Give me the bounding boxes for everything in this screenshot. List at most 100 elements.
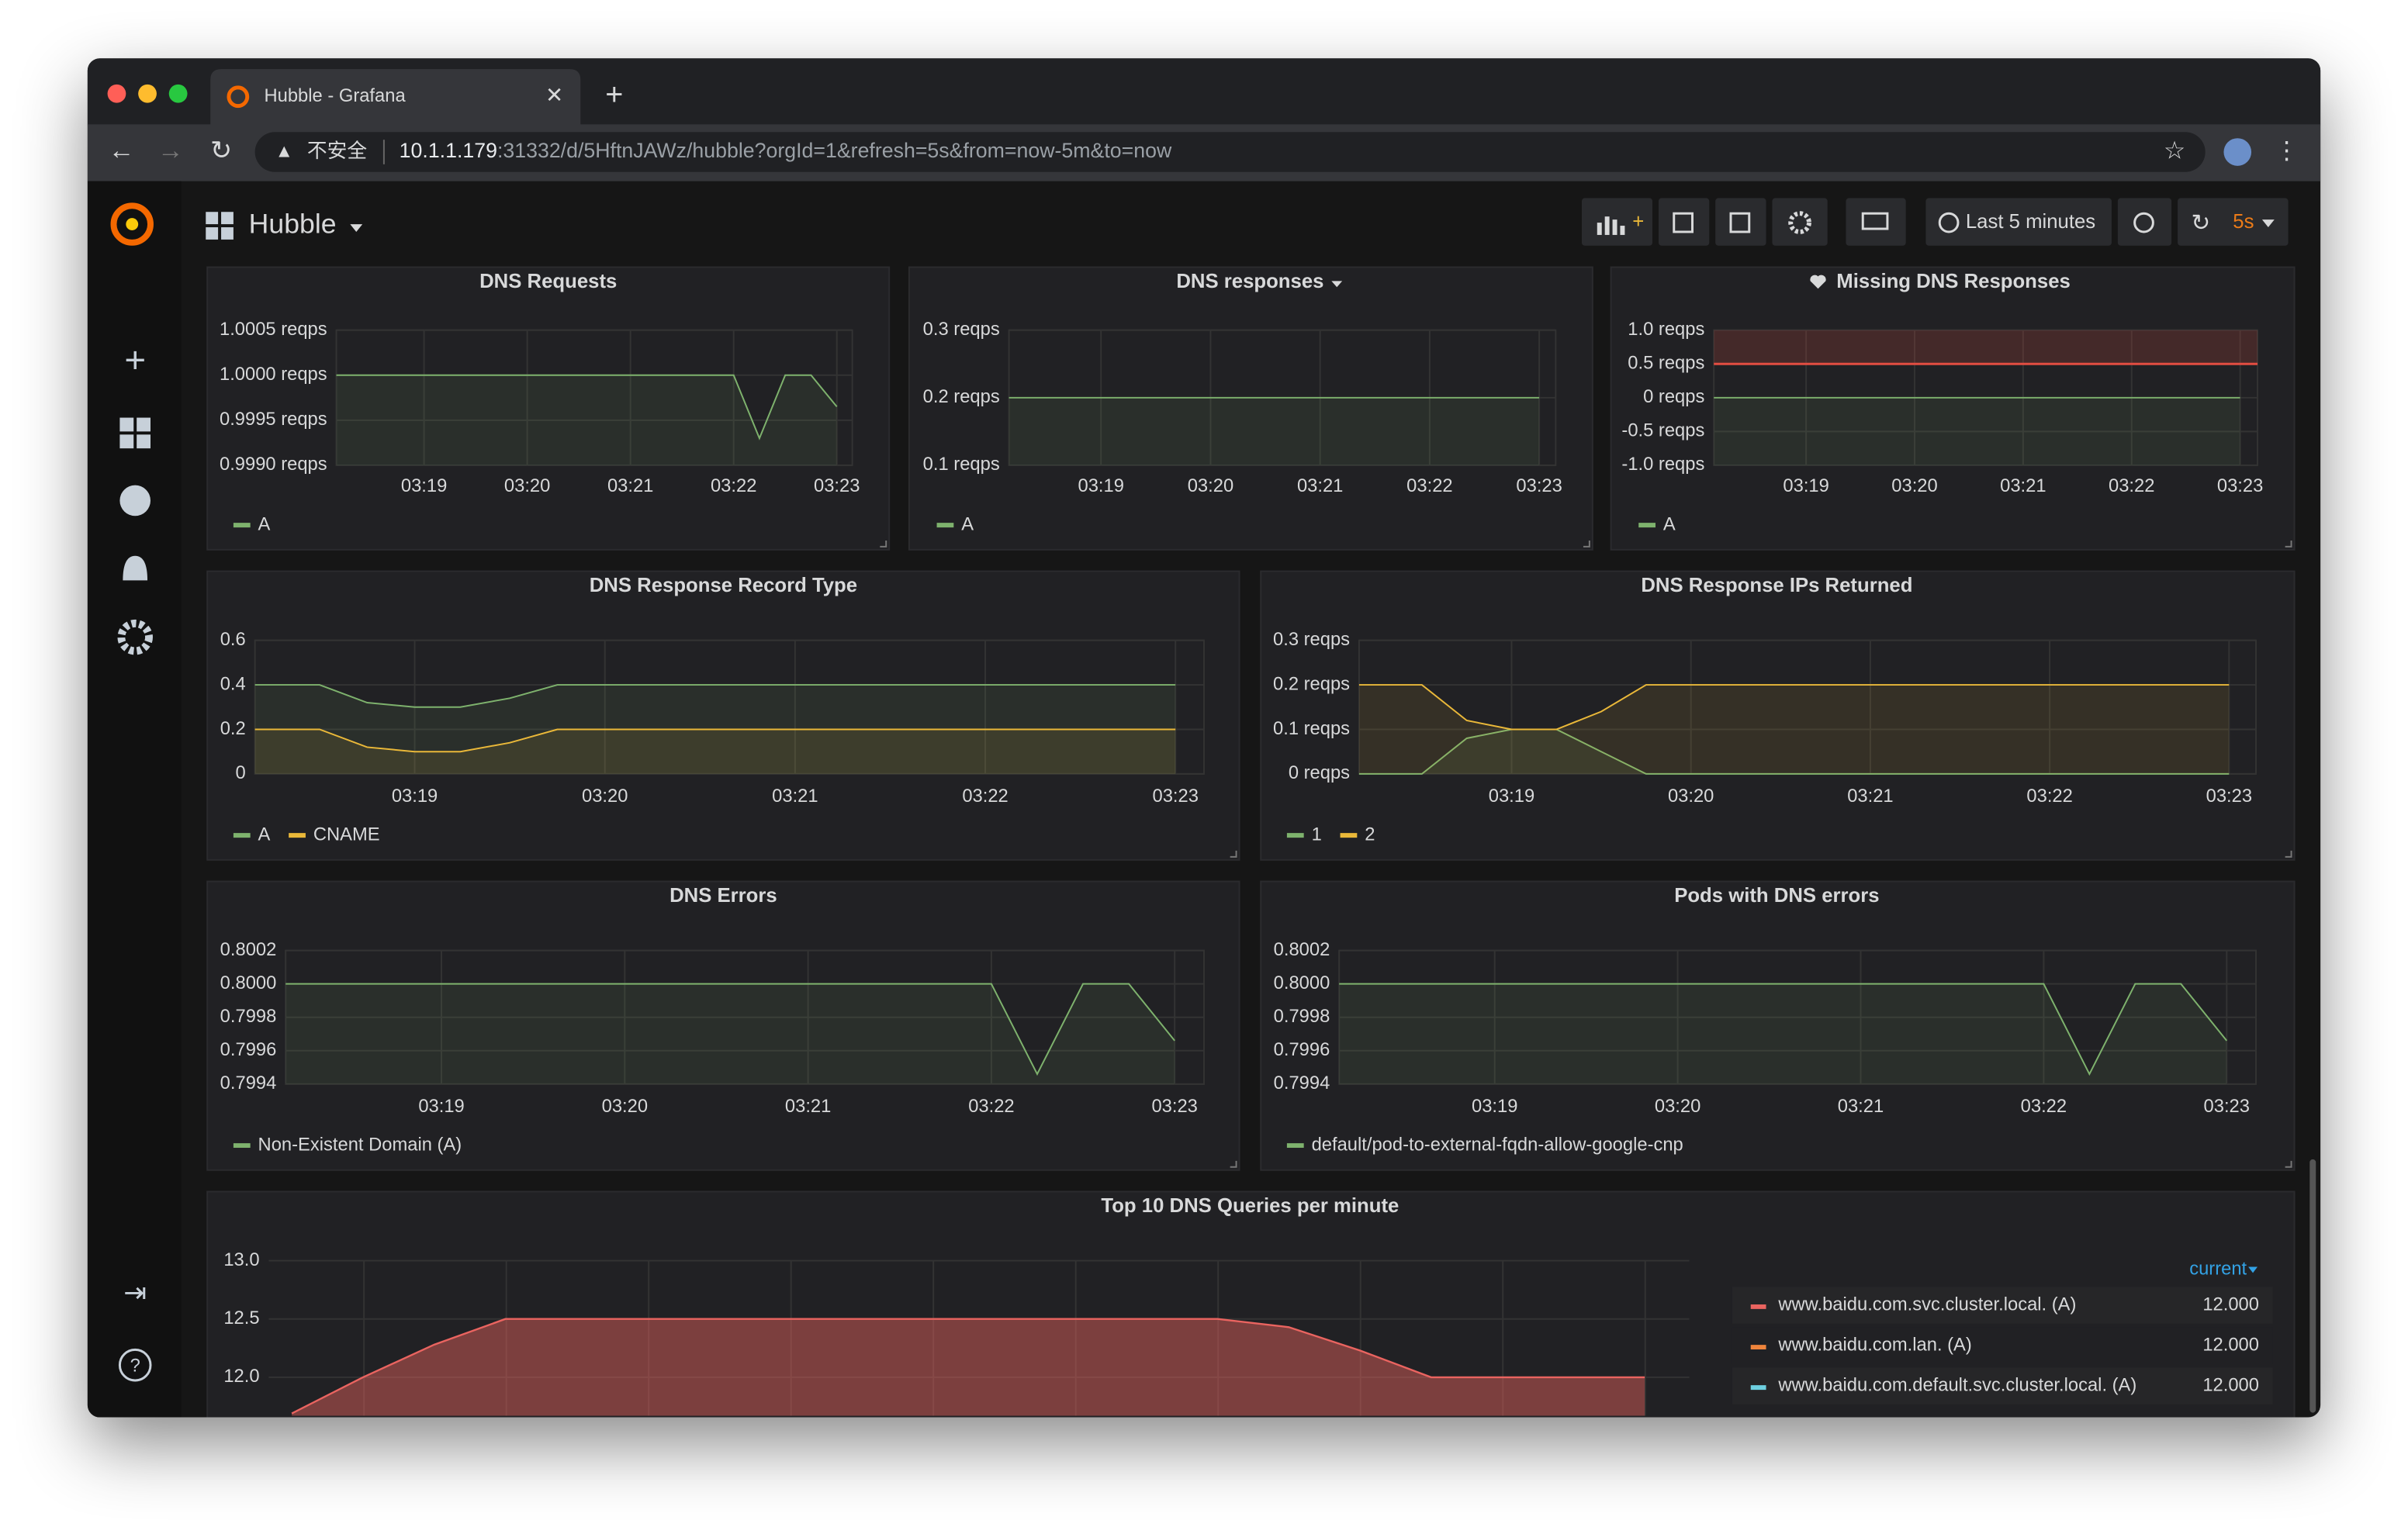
y-tick-label: 0.2 reqps (1273, 673, 1350, 694)
profile[interactable] (2223, 138, 2252, 166)
time-range: Last 5 minutes (1966, 211, 2095, 233)
y-tick-label: 0 (236, 762, 246, 783)
series-line (1339, 983, 2228, 1076)
create-icon[interactable]: + (124, 340, 146, 381)
dashboard-title[interactable]: Hubble (249, 208, 337, 239)
dashboards-icon[interactable] (119, 417, 150, 449)
legend-label: CNAME (313, 824, 380, 845)
close-dot[interactable] (107, 84, 126, 103)
save[interactable] (1715, 198, 1766, 246)
series-area (1358, 685, 2230, 774)
panel (1610, 266, 2296, 551)
scrollbar[interactable] (2309, 1159, 2316, 1413)
threshold-area (1714, 330, 2258, 364)
x-tick-label: 03:20 (602, 1096, 648, 1117)
series-line (254, 684, 1176, 708)
share[interactable] (1658, 198, 1710, 246)
tab[interactable] (210, 69, 581, 126)
settings-icon (1788, 211, 1811, 234)
title-caret (350, 224, 363, 232)
reload[interactable]: ↻ (210, 136, 232, 165)
plot-area (285, 949, 1205, 1085)
legend-label: Non-Existent Domain (A) (258, 1134, 462, 1155)
panel-title: Pods with DNS errors (1674, 885, 1879, 907)
config-icon[interactable] (117, 619, 153, 655)
new-tab[interactable]: + (605, 78, 623, 112)
panel-title: DNS Errors (669, 885, 777, 907)
y-tick-label: 1.0000 reqps (220, 364, 327, 385)
panel-title: DNS responses (1176, 271, 1323, 292)
forward[interactable]: → (157, 136, 184, 165)
legend-label: 2 (1365, 824, 1375, 845)
y-tick-label: 12.5 (223, 1308, 259, 1328)
x-tick-label: 03:21 (772, 786, 818, 807)
x-tick-label: 03:20 (1655, 1096, 1700, 1117)
back[interactable]: ← (109, 136, 135, 165)
legend-label: 1 (1312, 824, 1322, 845)
security-label: 不安全 (307, 140, 367, 162)
x-tick-label: 03:20 (1668, 786, 1714, 807)
y-tick-label: 0.7998 (220, 1006, 277, 1027)
minimize-dot[interactable] (138, 84, 157, 103)
alerting-icon[interactable] (123, 555, 148, 581)
zoom-out[interactable] (2117, 198, 2172, 246)
x-tick-label: 03:23 (1151, 1096, 1197, 1117)
x-tick-label: 03:23 (2206, 786, 2252, 807)
omnibox[interactable] (254, 132, 2206, 172)
settings[interactable] (1772, 198, 1828, 246)
y-tick-label: 0.2 (220, 718, 246, 739)
x-tick-label: 03:22 (2109, 475, 2154, 496)
zoom-dot[interactable] (168, 84, 188, 103)
tab-close[interactable]: ✕ (545, 83, 563, 107)
legend-row (1732, 1367, 2273, 1404)
panel (908, 266, 1593, 551)
tv-mode[interactable] (1846, 198, 1906, 246)
tv-icon (1861, 212, 1889, 230)
legend-label: A (258, 824, 271, 845)
legend-label: www.baidu.com.default.svc.cluster.local.… (1777, 1374, 2136, 1395)
signin-icon[interactable]: ⇥ (123, 1277, 147, 1308)
legend-value: 12.000 (2202, 1374, 2259, 1395)
refresh-picker[interactable] (2178, 198, 2289, 246)
resize-handle (1583, 540, 1590, 548)
series-line (1358, 684, 2230, 731)
refresh-icon: ↻ (2191, 210, 2210, 236)
help-mark: ? (130, 1355, 140, 1376)
panel-title: DNS Response Record Type (590, 575, 857, 596)
y-tick-label: 0.8002 (220, 939, 277, 960)
y-tick-label: 0.7998 (1274, 1006, 1330, 1027)
help-icon[interactable] (118, 1348, 152, 1382)
time-picker[interactable] (1925, 198, 2112, 246)
legend-label: A (258, 513, 271, 534)
x-tick-label: 03:19 (1472, 1096, 1517, 1117)
menu[interactable]: ⋮ (2275, 136, 2299, 164)
y-tick-label: 0.7994 (220, 1073, 277, 1093)
resize-handle (2285, 1160, 2292, 1168)
url: 10.1.1.179:31332/d/5HftnJAWz/hubble?orgI… (400, 139, 1172, 162)
series-area (285, 983, 1175, 1084)
series-line (254, 728, 1176, 753)
clock-icon (1938, 212, 1960, 233)
refresh-caret (2261, 219, 2275, 228)
y-tick-label: 0.3 reqps (1273, 629, 1350, 650)
bookmark[interactable]: ☆ (2164, 136, 2185, 164)
series-line (336, 374, 838, 441)
grafana-logo[interactable] (110, 202, 154, 246)
x-tick-label: 03:19 (418, 1096, 464, 1117)
grafana-logo-core (126, 218, 139, 230)
series-area (1714, 397, 2240, 465)
explore-icon[interactable] (119, 485, 150, 517)
title-caret (1331, 281, 1343, 288)
y-tick-label: 0.1 reqps (923, 454, 1000, 475)
share-icon (1673, 212, 1694, 233)
series-line (285, 983, 1175, 1076)
x-tick-label: 03:22 (2021, 1096, 2067, 1117)
x-tick-label: 03:20 (582, 786, 628, 807)
plot-area (1338, 949, 2258, 1085)
tab-title: Hubble - Grafana (264, 85, 406, 106)
save-icon (1729, 212, 1751, 233)
panel (206, 570, 1240, 861)
x-tick-label: 03:23 (2217, 475, 2263, 496)
url-path: :31332/d/5HftnJAWz/hubble?orgId=1&refres… (497, 139, 1172, 162)
